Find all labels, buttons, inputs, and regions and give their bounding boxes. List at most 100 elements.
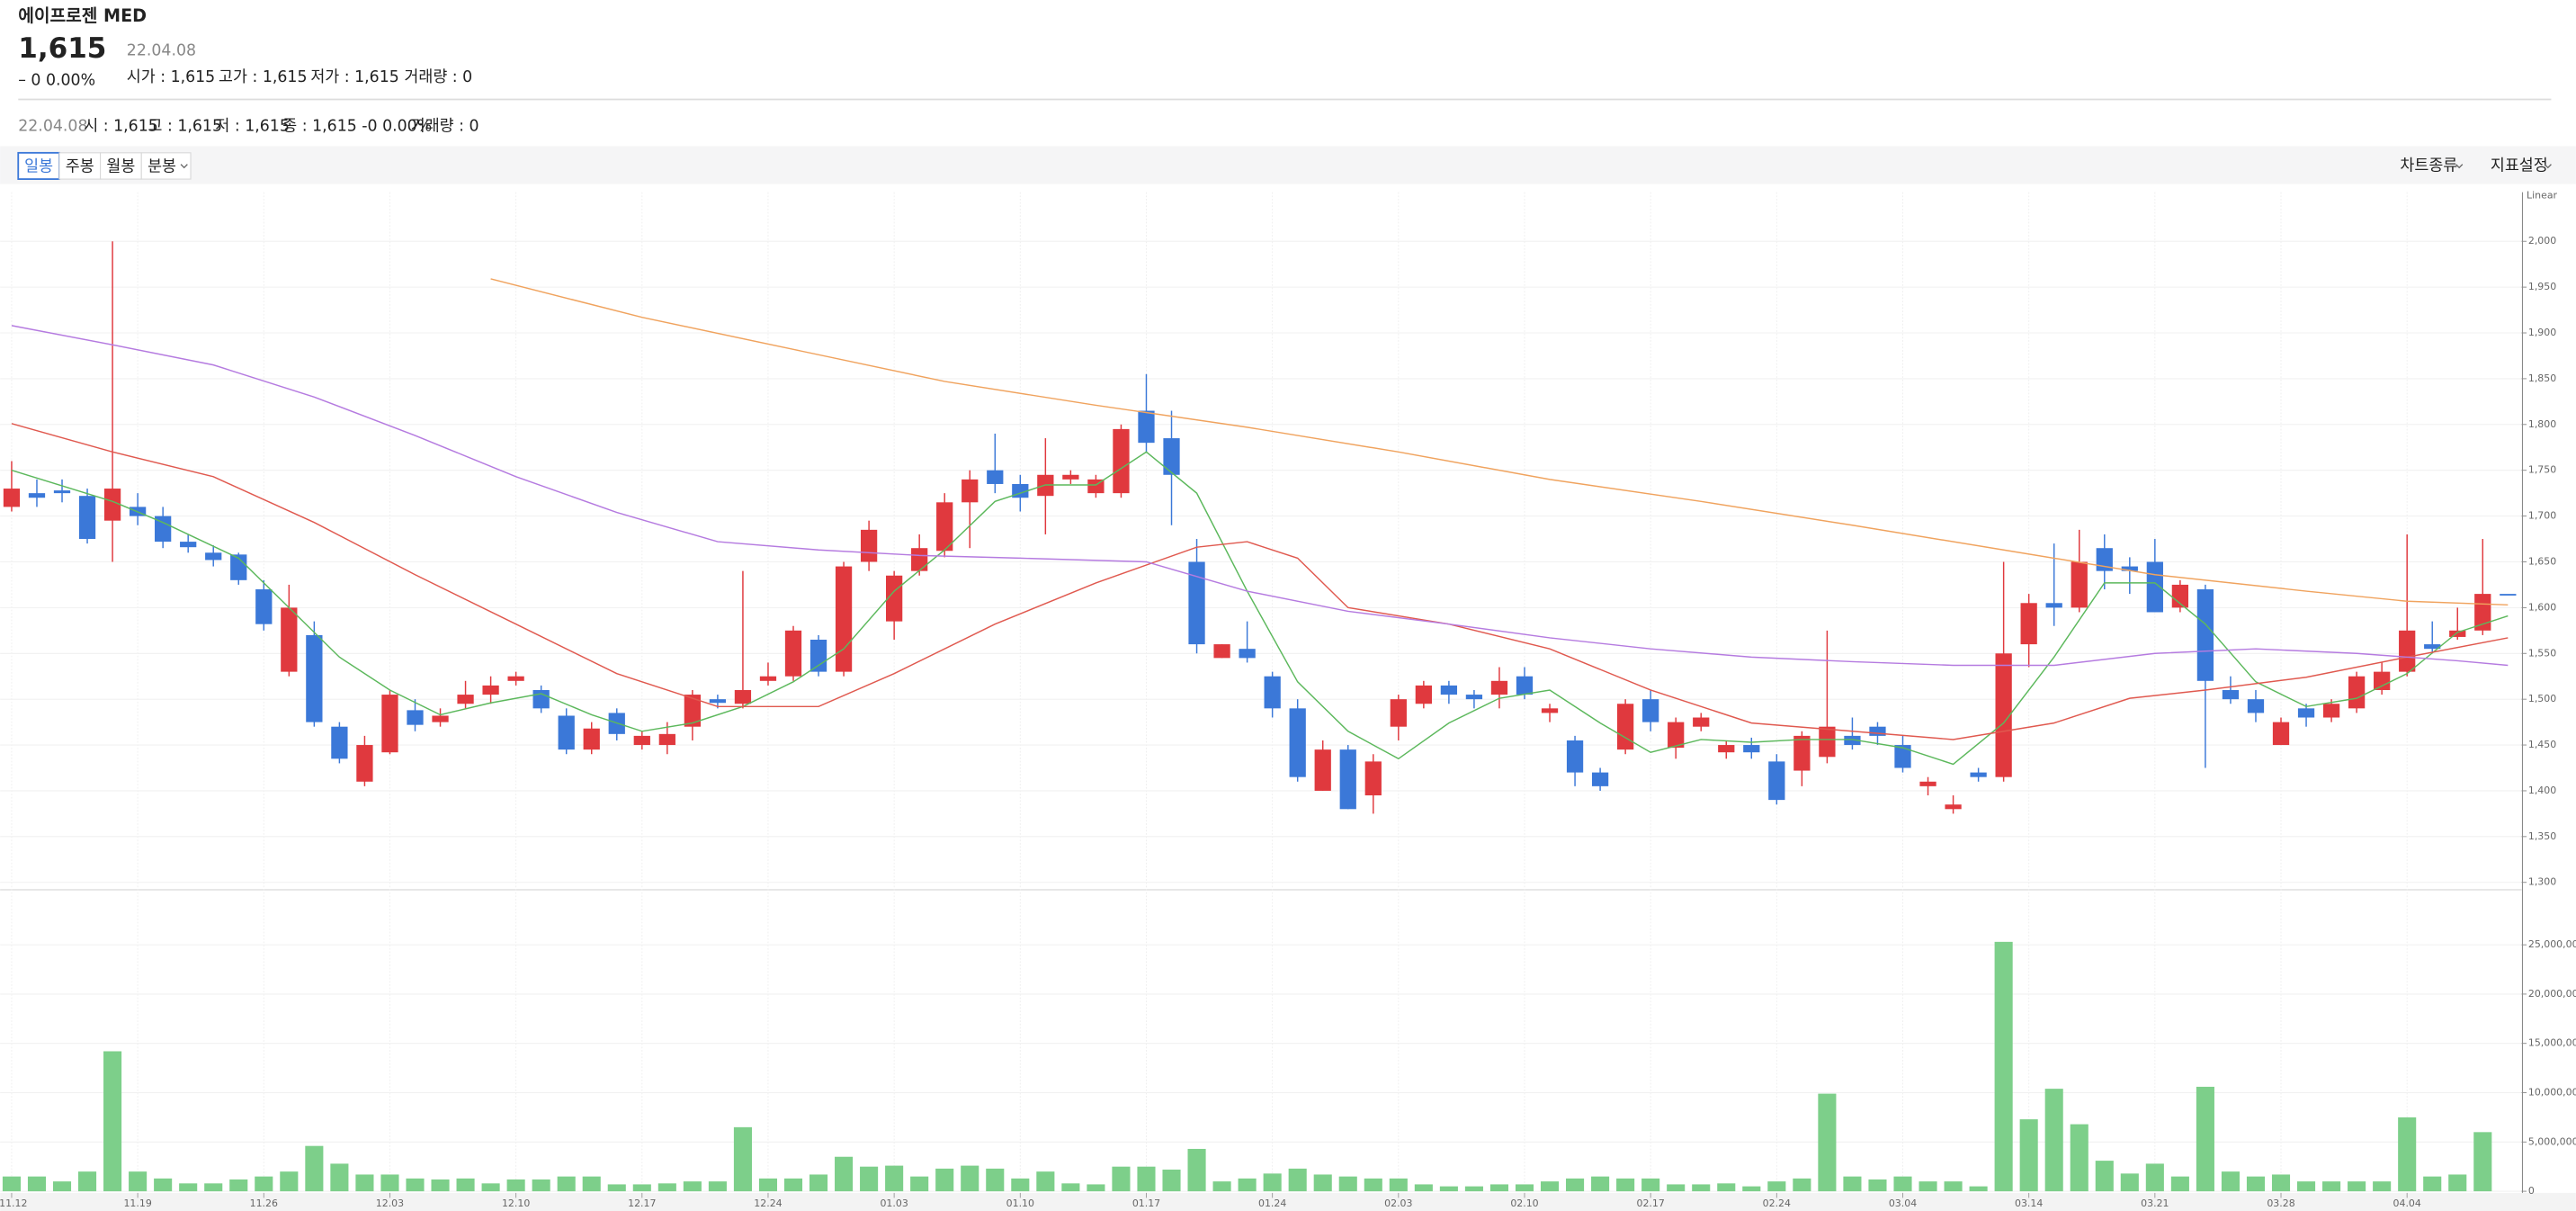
menu-indicator[interactable]: 지표설정 xyxy=(2491,157,2548,175)
candle-body xyxy=(1440,685,1458,695)
period-label[interactable]: 분봉 xyxy=(148,157,176,175)
x-tick-label: 02.10 xyxy=(1510,1198,1538,1209)
candle-body xyxy=(911,548,928,571)
candle-body xyxy=(205,552,222,561)
period-tabs: 일봉 주봉 월봉 분봉 xyxy=(17,151,192,180)
volume-bar xyxy=(860,1166,879,1192)
volume-bar xyxy=(986,1168,1005,1192)
candle-body xyxy=(1465,695,1483,700)
candle-body xyxy=(1844,735,1861,746)
volume-bar xyxy=(1162,1169,1181,1192)
candle-body xyxy=(532,689,550,709)
candle-body xyxy=(1566,740,1584,773)
candle-body xyxy=(1364,761,1382,796)
volume-bar xyxy=(2398,1117,2417,1192)
candle-body xyxy=(1668,722,1685,749)
candle-body xyxy=(230,554,247,580)
volume-bar xyxy=(406,1178,425,1192)
x-tick-label: 02.17 xyxy=(1637,1198,1665,1209)
volume-bar xyxy=(2322,1181,2341,1192)
stat: 시가 : 1,615 xyxy=(127,68,215,86)
y-tick-label: 5,000,000 xyxy=(2528,1135,2576,1147)
y-tick-label: 1,800 xyxy=(2528,418,2556,430)
volume-bar xyxy=(961,1165,979,1192)
moving-average xyxy=(490,278,2509,606)
volume-bar xyxy=(1036,1171,1055,1192)
candle-body xyxy=(2272,722,2290,746)
y-tick-label: 1,350 xyxy=(2528,830,2556,842)
candle-body xyxy=(155,516,172,543)
y-tick-label: 0 xyxy=(2528,1185,2535,1197)
volume-bar xyxy=(481,1183,500,1192)
volume-bar xyxy=(1843,1176,1862,1192)
volume-bar xyxy=(1389,1178,1408,1192)
volume-bar xyxy=(1793,1178,1811,1192)
candle-body xyxy=(306,634,323,722)
y-tick-label: 20,000,000 xyxy=(2528,988,2576,1000)
volume-bar xyxy=(431,1179,450,1192)
volume-bar xyxy=(2348,1181,2366,1192)
volume-bar xyxy=(2019,1119,2038,1192)
moving-average xyxy=(11,325,2509,667)
period-tab[interactable] xyxy=(58,152,102,180)
moving-average xyxy=(11,451,2509,766)
x-tick-label: 11.12 xyxy=(0,1198,27,1209)
y-tick-label: 1,500 xyxy=(2528,693,2556,704)
candle-body xyxy=(2500,594,2517,596)
volume-bar xyxy=(1288,1168,1307,1192)
x-axis-band xyxy=(0,1192,2576,1211)
candle-body xyxy=(180,542,197,548)
volume-bar xyxy=(1238,1178,1257,1192)
candle-body xyxy=(1693,717,1710,727)
x-tick-label: 01.10 xyxy=(1006,1198,1034,1209)
dropdown-icon xyxy=(2455,164,2464,169)
volume-bar xyxy=(1187,1148,1206,1192)
stat: 거래량 : 0 xyxy=(404,68,472,86)
period-label[interactable]: 일봉 xyxy=(24,157,53,175)
y-tick-label: 1,300 xyxy=(2528,876,2556,888)
period-tab[interactable] xyxy=(100,152,142,180)
candle-body xyxy=(2449,630,2466,637)
period-label[interactable]: 월봉 xyxy=(106,157,135,175)
volume-bar xyxy=(2044,1089,2063,1192)
candle-body xyxy=(1541,708,1559,713)
volume-bar xyxy=(229,1179,248,1192)
volume-bar xyxy=(2145,1163,2164,1192)
current-price: 1,615 xyxy=(18,32,106,65)
volume-bar xyxy=(2095,1161,2114,1192)
x-tick-label: 12.24 xyxy=(754,1198,782,1209)
menu-chart-type[interactable]: 차트종류 xyxy=(2400,157,2457,175)
info-date: 22.04.08 xyxy=(18,118,87,136)
volume-bar xyxy=(632,1184,651,1192)
candle-body xyxy=(2374,671,2391,690)
candle-body xyxy=(1138,410,1155,444)
volume-bar xyxy=(1313,1174,1332,1192)
volume-bar xyxy=(154,1178,173,1192)
volume-bar xyxy=(1717,1183,1736,1192)
volume-bar xyxy=(330,1163,349,1192)
volume-bar xyxy=(758,1178,778,1192)
candle-body xyxy=(835,566,853,672)
x-tick-label: 03.21 xyxy=(2141,1198,2169,1209)
info-item: 거래량 : 0 xyxy=(411,118,479,136)
volume-bar xyxy=(280,1171,299,1192)
volume-bar xyxy=(2271,1174,2291,1192)
volume-bar xyxy=(1137,1166,1156,1192)
candle-body xyxy=(507,676,524,681)
candle-body xyxy=(2045,603,2062,608)
candle-body xyxy=(482,685,499,695)
volume-bar xyxy=(1364,1178,1382,1192)
candle-body xyxy=(1163,438,1180,475)
volume-bar xyxy=(52,1181,72,1192)
candle-body xyxy=(432,715,449,722)
candle-body xyxy=(2222,689,2240,700)
y-tick-label: 1,650 xyxy=(2528,555,2556,567)
x-tick-label: 12.03 xyxy=(376,1198,404,1209)
period-label[interactable]: 주봉 xyxy=(66,157,94,175)
volume-bar xyxy=(78,1171,97,1192)
candle-body xyxy=(2399,630,2416,672)
volume-bar xyxy=(1061,1183,1080,1192)
candle-body xyxy=(1062,474,1079,480)
